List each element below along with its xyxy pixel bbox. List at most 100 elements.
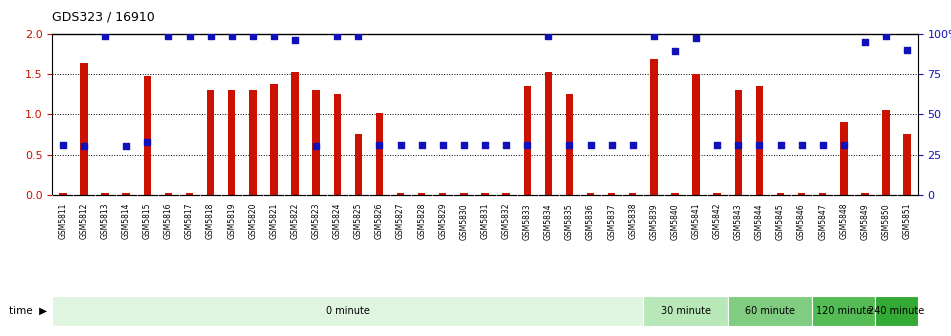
Text: GSM5840: GSM5840 xyxy=(670,203,679,240)
Text: GSM5836: GSM5836 xyxy=(586,203,595,240)
Bar xyxy=(777,193,785,195)
Point xyxy=(393,142,408,148)
Point xyxy=(287,37,302,43)
Point xyxy=(266,33,281,39)
Text: GSM5847: GSM5847 xyxy=(818,203,827,240)
Point xyxy=(752,142,767,148)
Text: 60 minute: 60 minute xyxy=(745,306,795,316)
Text: GSM5842: GSM5842 xyxy=(712,203,722,240)
Point xyxy=(203,33,218,39)
Text: GSM5811: GSM5811 xyxy=(58,203,68,239)
Point xyxy=(625,142,640,148)
Point xyxy=(900,47,915,52)
Point xyxy=(308,144,323,149)
Point xyxy=(562,142,577,148)
Bar xyxy=(819,193,826,195)
Bar xyxy=(270,84,278,195)
Point xyxy=(477,142,493,148)
Bar xyxy=(650,59,657,195)
Point xyxy=(224,33,240,39)
Text: GSM5844: GSM5844 xyxy=(755,203,764,240)
Text: GSM5830: GSM5830 xyxy=(459,203,469,240)
Bar xyxy=(460,193,468,195)
Point xyxy=(182,33,197,39)
Bar xyxy=(502,193,510,195)
Text: GSM5816: GSM5816 xyxy=(164,203,173,240)
Text: GSM5813: GSM5813 xyxy=(101,203,109,240)
Point xyxy=(858,39,873,44)
Text: GSM5819: GSM5819 xyxy=(227,203,236,240)
Bar xyxy=(355,134,362,195)
Bar xyxy=(643,296,728,326)
Point xyxy=(541,33,556,39)
Point xyxy=(836,142,851,148)
Bar xyxy=(812,296,876,326)
Bar xyxy=(713,193,721,195)
Text: GSM5833: GSM5833 xyxy=(523,203,532,240)
Text: GSM5835: GSM5835 xyxy=(565,203,574,240)
Bar xyxy=(734,90,742,195)
Text: GSM5832: GSM5832 xyxy=(501,203,511,240)
Text: GSM5848: GSM5848 xyxy=(840,203,848,240)
Bar xyxy=(144,76,151,195)
Point xyxy=(119,144,134,149)
Text: GSM5815: GSM5815 xyxy=(143,203,152,240)
Bar xyxy=(52,296,643,326)
Bar xyxy=(692,74,700,195)
Text: GSM5843: GSM5843 xyxy=(734,203,743,240)
Point xyxy=(604,142,619,148)
Text: 120 minute: 120 minute xyxy=(816,306,872,316)
Bar xyxy=(883,110,890,195)
Point xyxy=(773,142,788,148)
Bar xyxy=(165,193,172,195)
Bar xyxy=(123,193,130,195)
Bar xyxy=(228,90,236,195)
Bar xyxy=(481,193,489,195)
Point xyxy=(709,142,725,148)
Bar xyxy=(629,193,636,195)
Bar xyxy=(102,193,108,195)
Text: GSM5837: GSM5837 xyxy=(607,203,616,240)
Bar xyxy=(376,113,383,195)
Text: GSM5820: GSM5820 xyxy=(248,203,258,240)
Bar xyxy=(418,193,425,195)
Point xyxy=(815,142,830,148)
Text: GSM5841: GSM5841 xyxy=(691,203,701,240)
Bar xyxy=(728,296,812,326)
Text: GSM5814: GSM5814 xyxy=(122,203,130,240)
Bar xyxy=(249,90,257,195)
Text: GSM5831: GSM5831 xyxy=(480,203,490,240)
Text: GSM5824: GSM5824 xyxy=(333,203,341,240)
Text: time  ▶: time ▶ xyxy=(10,306,48,316)
Point xyxy=(436,142,451,148)
Bar xyxy=(756,86,763,195)
Text: GSM5846: GSM5846 xyxy=(797,203,806,240)
Text: 30 minute: 30 minute xyxy=(661,306,710,316)
Point xyxy=(794,142,809,148)
Point xyxy=(689,35,704,40)
Point xyxy=(583,142,598,148)
Bar xyxy=(545,72,552,195)
Text: 240 minute: 240 minute xyxy=(868,306,924,316)
Bar xyxy=(587,193,594,195)
Point xyxy=(519,142,534,148)
Bar xyxy=(439,193,446,195)
Text: GSM5851: GSM5851 xyxy=(902,203,912,240)
Text: GSM5827: GSM5827 xyxy=(396,203,405,240)
Text: GDS323 / 16910: GDS323 / 16910 xyxy=(52,10,155,23)
Text: GSM5845: GSM5845 xyxy=(776,203,785,240)
Bar xyxy=(524,86,531,195)
Bar xyxy=(862,193,868,195)
Text: GSM5834: GSM5834 xyxy=(544,203,553,240)
Bar xyxy=(207,90,214,195)
Text: GSM5838: GSM5838 xyxy=(629,203,637,240)
Point xyxy=(97,33,112,39)
Point xyxy=(668,49,683,54)
Point xyxy=(414,142,429,148)
Text: GSM5849: GSM5849 xyxy=(861,203,869,240)
Point xyxy=(372,142,387,148)
Bar xyxy=(334,94,341,195)
Point xyxy=(140,140,155,145)
Bar xyxy=(876,296,918,326)
Bar xyxy=(291,72,299,195)
